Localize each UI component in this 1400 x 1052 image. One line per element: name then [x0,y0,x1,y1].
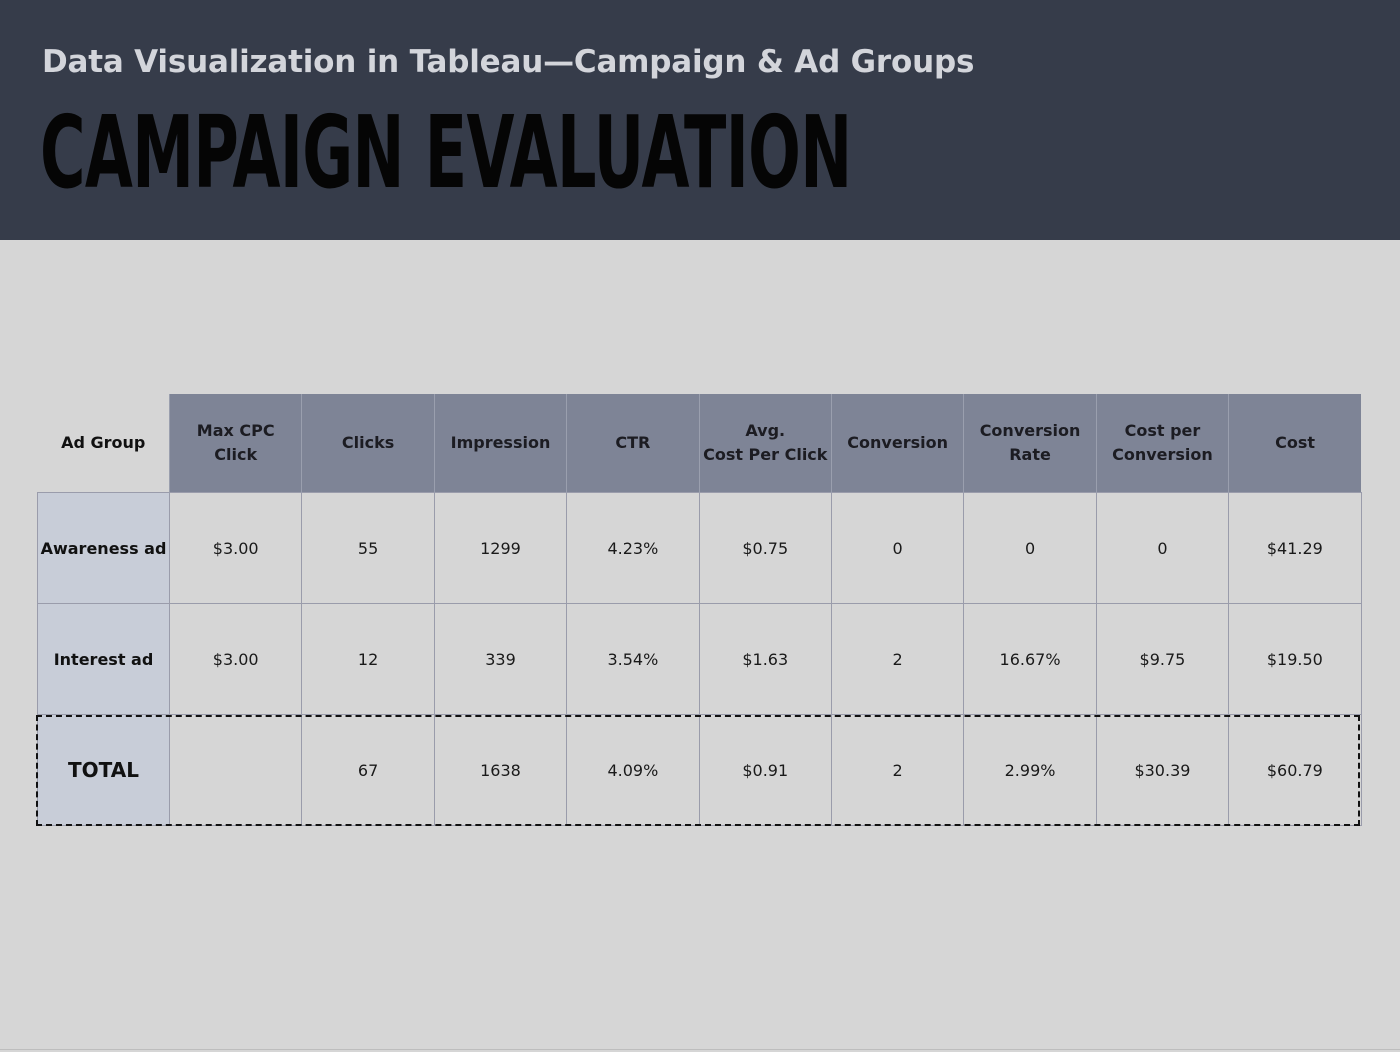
campaign-evaluation-table: Ad Group Max CPC Click Clicks Impression … [37,394,1362,826]
column-header-ad-group: Ad Group [61,433,146,452]
table-row-total: TOTAL 67 1638 4.09% $0.91 2 2.99% $30.39… [37,714,1362,826]
page-title: CAMPAIGN EVALUATION [40,94,852,211]
table-cell-clicks: 55 [301,492,435,604]
column-header-clicks: Clicks [301,394,435,493]
total-cell-conversion: 2 [830,714,965,826]
total-cell-cost: $60.79 [1228,714,1362,826]
total-cell-clicks: 67 [301,714,435,826]
campaign-table-container: Ad Group Max CPC Click Clicks Impression … [36,394,1362,826]
column-header-conversion: Conversion [830,394,964,493]
table-cell-cost-per-conversion: 0 [1095,492,1230,604]
total-cell-max-cpc-click [168,714,303,826]
table-row-interest-ad: Interest ad $3.00 12 339 3.54% $1.63 2 1… [37,603,1362,715]
total-cell-cost-per-conversion: $30.39 [1095,714,1230,826]
table-cell-max-cpc-click: $3.00 [168,492,303,604]
table-row-awareness-ad: Awareness ad $3.00 55 1299 4.23% $0.75 0… [37,492,1362,604]
table-cell-cost: $19.50 [1228,603,1362,715]
column-header-conversion-rate: Conversion Rate [963,394,1097,493]
total-cell-ctr: 4.09% [566,714,700,826]
column-header-cost-per-conversion: Cost per Conversion [1095,394,1229,493]
total-cell-avg-cost-per-click: $0.91 [698,714,832,826]
row-label-interest-ad: Interest ad [37,603,170,715]
table-cell-conversion-rate: 16.67% [963,603,1097,715]
column-header-cost: Cost [1228,394,1362,493]
table-cell-max-cpc-click: $3.00 [168,603,303,715]
row-label-awareness-ad: Awareness ad [37,492,170,604]
table-cell-cost-per-conversion: $9.75 [1095,603,1230,715]
table-cell-avg-cost-per-click: $0.75 [698,492,832,604]
total-cell-impression: 1638 [433,714,568,826]
column-header-impression: Impression [433,394,567,493]
table-cell-cost: $41.29 [1228,492,1362,604]
table-cell-avg-cost-per-click: $1.63 [698,603,832,715]
table-cell-clicks: 12 [301,603,435,715]
column-header-max-cpc-click: Max CPC Click [168,394,302,493]
row-label-total: TOTAL [37,714,170,826]
bottom-divider [0,1049,1400,1050]
table-cell-ctr: 3.54% [566,603,700,715]
column-header-avg-cost-per-click: Avg. Cost Per Click [698,394,832,493]
table-cell-conversion: 0 [830,492,965,604]
table-cell-ctr: 4.23% [566,492,700,604]
column-header-ctr: CTR [566,394,700,493]
header-banner: Data Visualization in Tableau—Campaign &… [0,0,1400,240]
table-cell-impression: 1299 [433,492,568,604]
table-header-row: Ad Group Max CPC Click Clicks Impression … [38,394,1362,493]
total-cell-conversion-rate: 2.99% [963,714,1097,826]
table-cell-impression: 339 [433,603,568,715]
table-cell-conversion: 2 [830,603,965,715]
table-cell-conversion-rate: 0 [963,492,1097,604]
page-subtitle: Data Visualization in Tableau—Campaign &… [42,44,975,80]
